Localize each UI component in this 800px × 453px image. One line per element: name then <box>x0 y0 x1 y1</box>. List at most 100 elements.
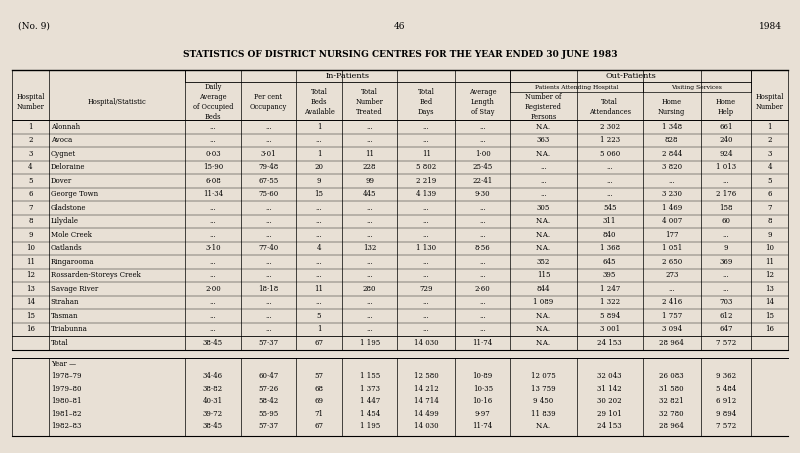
Text: ...: ... <box>479 123 486 131</box>
Text: ...: ... <box>423 325 430 333</box>
Text: ...: ... <box>366 217 373 225</box>
Text: 99: 99 <box>365 177 374 185</box>
Text: ...: ... <box>722 271 730 279</box>
Text: 31 580: 31 580 <box>659 385 684 393</box>
Text: 4 139: 4 139 <box>416 190 436 198</box>
Text: 12: 12 <box>26 271 35 279</box>
Text: 3: 3 <box>28 150 33 158</box>
Text: ...: ... <box>479 231 486 239</box>
Text: N.A.: N.A. <box>536 123 551 131</box>
Text: 32 821: 32 821 <box>659 397 684 405</box>
Text: 1 223: 1 223 <box>599 136 620 144</box>
Text: 395: 395 <box>603 271 616 279</box>
Text: 844: 844 <box>537 285 550 293</box>
Text: 280: 280 <box>363 285 377 293</box>
Text: 2 650: 2 650 <box>662 258 682 266</box>
Text: N.A.: N.A. <box>536 422 551 430</box>
Text: 1 195: 1 195 <box>359 422 380 430</box>
Text: 60: 60 <box>722 217 730 225</box>
Text: ...: ... <box>722 177 730 185</box>
Text: ...: ... <box>210 312 216 320</box>
Text: 1 348: 1 348 <box>662 123 682 131</box>
Text: George Town: George Town <box>50 190 98 198</box>
Text: 8·56: 8·56 <box>475 244 490 252</box>
Text: 18·18: 18·18 <box>258 285 278 293</box>
Text: 5: 5 <box>767 177 772 185</box>
Text: 3: 3 <box>767 150 772 158</box>
Text: ...: ... <box>316 217 322 225</box>
Text: ...: ... <box>479 271 486 279</box>
Text: ...: ... <box>479 312 486 320</box>
Text: Hospital/Statistic: Hospital/Statistic <box>87 98 146 106</box>
Text: 828: 828 <box>665 136 678 144</box>
Text: 9: 9 <box>767 231 772 239</box>
Text: 2: 2 <box>767 136 772 144</box>
Text: 1: 1 <box>28 123 33 131</box>
Text: 7 572: 7 572 <box>716 422 736 430</box>
Text: ...: ... <box>479 258 486 266</box>
Text: Per cent
Occupancy: Per cent Occupancy <box>250 93 287 111</box>
Text: 11·74: 11·74 <box>473 422 493 430</box>
Text: 1 130: 1 130 <box>416 244 436 252</box>
Text: ...: ... <box>210 298 216 306</box>
Text: 68: 68 <box>314 385 323 393</box>
Text: ...: ... <box>423 136 430 144</box>
Text: N.A.: N.A. <box>536 231 551 239</box>
Text: ...: ... <box>668 285 675 293</box>
Text: 9 362: 9 362 <box>716 372 736 380</box>
Text: ...: ... <box>722 231 730 239</box>
Text: 703: 703 <box>719 298 733 306</box>
Text: Tasman: Tasman <box>50 312 78 320</box>
Text: 840: 840 <box>603 231 616 239</box>
Text: 15: 15 <box>26 312 35 320</box>
Text: ...: ... <box>210 136 216 144</box>
Text: ...: ... <box>265 217 272 225</box>
Text: 9·97: 9·97 <box>475 410 490 418</box>
Text: 3 820: 3 820 <box>662 163 682 171</box>
Text: ...: ... <box>479 298 486 306</box>
Text: 158: 158 <box>719 204 733 212</box>
Text: 1 368: 1 368 <box>599 244 620 252</box>
Text: ...: ... <box>366 298 373 306</box>
Text: 6·08: 6·08 <box>205 177 221 185</box>
Text: 1 447: 1 447 <box>359 397 380 405</box>
Text: Avoca: Avoca <box>50 136 72 144</box>
Text: 30 202: 30 202 <box>598 397 622 405</box>
Text: 6: 6 <box>28 190 33 198</box>
Text: ...: ... <box>265 231 272 239</box>
Text: ...: ... <box>265 271 272 279</box>
Text: 1978–79: 1978–79 <box>50 372 82 380</box>
Text: 445: 445 <box>363 190 377 198</box>
Text: 14 030: 14 030 <box>414 422 438 430</box>
Text: 228: 228 <box>363 163 377 171</box>
Text: 5 060: 5 060 <box>599 150 620 158</box>
Text: 24 153: 24 153 <box>598 339 622 347</box>
Text: Ringarooma: Ringarooma <box>50 258 94 266</box>
Text: Daily
Average
of Occupied
Beds: Daily Average of Occupied Beds <box>193 83 233 120</box>
Text: 28 964: 28 964 <box>659 339 684 347</box>
Text: 7 572: 7 572 <box>716 339 736 347</box>
Text: N.A.: N.A. <box>536 150 551 158</box>
Text: In-Patients: In-Patients <box>326 72 370 80</box>
Text: 10·35: 10·35 <box>473 385 493 393</box>
Text: 40·31: 40·31 <box>203 397 223 405</box>
Text: 4: 4 <box>28 163 33 171</box>
Text: Total
Bed
Days: Total Bed Days <box>418 88 434 116</box>
Text: Patients Attending Hospital: Patients Attending Hospital <box>534 85 618 90</box>
Text: 177: 177 <box>665 231 678 239</box>
Text: 2 416: 2 416 <box>662 298 682 306</box>
Text: 32 780: 32 780 <box>659 410 684 418</box>
Text: ...: ... <box>423 258 430 266</box>
Text: 57·26: 57·26 <box>258 385 278 393</box>
Text: 1 013: 1 013 <box>716 163 736 171</box>
Text: ...: ... <box>423 217 430 225</box>
Text: Lilydale: Lilydale <box>50 217 78 225</box>
Text: 240: 240 <box>719 136 733 144</box>
Text: 11: 11 <box>26 258 35 266</box>
Text: 8: 8 <box>767 217 772 225</box>
Text: Out-Patients: Out-Patients <box>606 72 656 80</box>
Text: 10: 10 <box>26 244 35 252</box>
Text: 7: 7 <box>767 204 772 212</box>
Text: ...: ... <box>316 258 322 266</box>
Text: 9: 9 <box>317 177 322 185</box>
